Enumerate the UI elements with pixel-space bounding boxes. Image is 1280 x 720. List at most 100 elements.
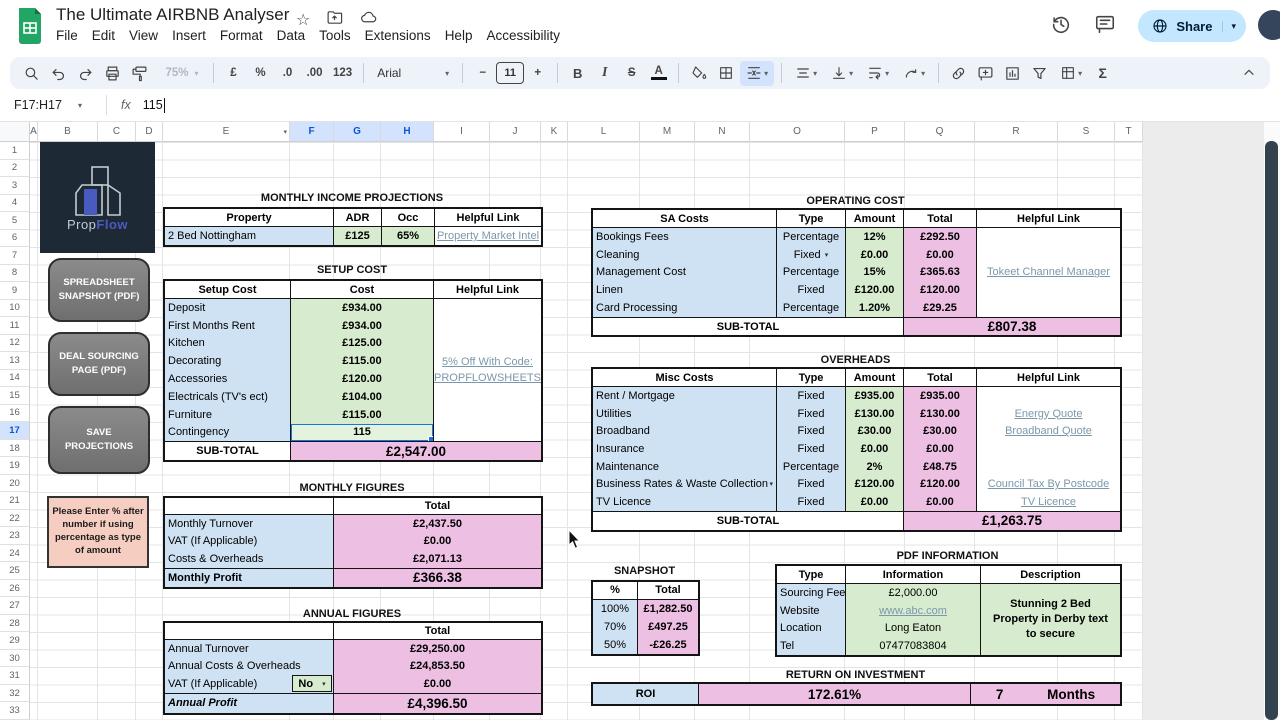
row-header-1[interactable]: 1 (0, 142, 30, 160)
row-header-25[interactable]: 25 (0, 562, 30, 580)
operating-type-cell[interactable]: Percentage (777, 299, 846, 317)
overheads-type-cell[interactable]: Fixed (777, 404, 846, 423)
income-header-link[interactable]: Helpful Link (435, 209, 541, 227)
operating-link-cell[interactable]: Tokeet Channel Manager (977, 228, 1120, 317)
row-header-5[interactable]: 5 (0, 212, 30, 230)
snapshot-title[interactable]: SNAPSHOT (613, 565, 676, 577)
pdf-header-type[interactable]: Type (777, 566, 846, 584)
operating-title[interactable]: OPERATING COST (806, 195, 905, 207)
row-header-7[interactable]: 7 (0, 247, 30, 265)
monthly-label-cell[interactable]: Costs & Overheads (165, 550, 334, 568)
menu-view[interactable]: View (129, 28, 159, 43)
overheads-link-cell[interactable]: TV Licence (977, 493, 1120, 511)
annual-profit-value[interactable]: £4,396.50 (334, 692, 541, 713)
operating-total-cell[interactable]: £292.50 (904, 228, 977, 246)
menu-extensions[interactable]: Extensions (364, 28, 431, 43)
overheads-title[interactable]: OVERHEADS (820, 354, 891, 366)
setup-label-cell[interactable]: First Months Rent (165, 316, 291, 335)
income-adr-cell[interactable]: £125 (334, 227, 382, 245)
monthly-label-cell[interactable]: VAT (If Applicable) (165, 532, 334, 550)
text-color-button[interactable]: A (646, 61, 671, 86)
monthly-title[interactable]: MONTHLY FIGURES (299, 482, 405, 494)
operating-subtotal-label[interactable]: SUB-TOTAL (593, 316, 904, 336)
row-header-15[interactable]: 15 (0, 387, 30, 405)
merge-cells-button[interactable]: ▾ (740, 60, 775, 86)
column-header-C[interactable]: C (98, 122, 136, 142)
roi-title[interactable]: RETURN ON INVESTMENT (785, 669, 926, 681)
roi-label-cell[interactable]: ROI (593, 684, 699, 704)
row-header-2[interactable]: 2 (0, 159, 30, 177)
overheads-amount-cell[interactable]: £935.00 (846, 387, 904, 405)
column-header-F[interactable]: F (290, 122, 334, 142)
functions-button[interactable]: Σ (1098, 65, 1107, 81)
pdf-label-cell[interactable]: Tel (777, 637, 846, 656)
more-formats-button[interactable]: 123 (333, 67, 353, 79)
column-header-I[interactable]: I (434, 122, 490, 142)
column-header-J[interactable]: J (490, 122, 541, 142)
annual-header-blank[interactable] (165, 623, 334, 640)
annual-header-total[interactable]: Total (334, 623, 541, 640)
print-icon[interactable] (100, 61, 125, 86)
bold-button[interactable]: B (572, 65, 583, 81)
row-header-16[interactable]: 16 (0, 404, 30, 423)
snapshot-pct-cell[interactable]: 50% (593, 635, 638, 654)
row-header-23[interactable]: 23 (0, 527, 30, 545)
row-header-12[interactable]: 12 (0, 334, 30, 353)
name-box-caret-icon[interactable]: ▾ (77, 100, 82, 110)
column-header-O[interactable]: O (750, 122, 845, 142)
operating-header-type[interactable]: Type (777, 210, 846, 228)
annual-vat-label[interactable]: VAT (If Applicable) (165, 675, 291, 693)
row-header-10[interactable]: 10 (0, 299, 30, 318)
operating-amount-cell[interactable]: 12% (846, 228, 904, 246)
tokeet-link[interactable]: Tokeet Channel Manager (987, 266, 1110, 279)
sheets-logo-icon[interactable] (17, 8, 43, 49)
overheads-label-cell[interactable]: Utilities (593, 404, 777, 423)
overheads-type-cell[interactable]: Percentage (777, 457, 846, 476)
row-header-6[interactable]: 6 (0, 229, 30, 248)
overheads-link-cell[interactable] (977, 440, 1120, 458)
income-property-cell[interactable]: 2 Bed Nottingham (165, 227, 334, 245)
increase-font-size-button[interactable]: + (534, 67, 542, 79)
operating-header-label[interactable]: SA Costs (593, 210, 777, 228)
vat-dropdown[interactable]: No ▾ (292, 675, 332, 693)
insert-chart-icon[interactable] (1000, 61, 1025, 86)
strikethrough-button[interactable]: S (627, 67, 636, 79)
overheads-amount-cell[interactable]: £30.00 (846, 422, 904, 441)
snapshot-total-cell[interactable]: £497.25 (638, 617, 698, 636)
monthly-value-cell[interactable]: £2,437.50 (334, 515, 541, 533)
overheads-amount-cell[interactable]: £0.00 (846, 440, 904, 458)
overheads-link-cell[interactable] (977, 458, 1120, 476)
row-header-18[interactable]: 18 (0, 439, 30, 458)
operating-type-dropdown[interactable]: Fixed ▾ (777, 245, 846, 264)
snapshot-header-total[interactable]: Total (638, 582, 698, 600)
row-header-31[interactable]: 31 (0, 667, 30, 685)
overheads-total-cell[interactable]: £935.00 (904, 387, 977, 405)
row-header-4[interactable]: 4 (0, 194, 30, 213)
operating-label-cell[interactable]: Bookings Fees (593, 228, 777, 246)
pdf-label-cell[interactable]: Website (777, 601, 846, 620)
comments-icon[interactable] (1094, 13, 1116, 40)
overheads-label-cell[interactable]: Rent / Mortgage (593, 387, 777, 405)
pdf-value-cell[interactable]: 07477083804 (846, 637, 981, 656)
hide-menus-icon[interactable] (1236, 61, 1261, 86)
insert-comment-icon[interactable] (973, 61, 998, 86)
overheads-total-cell[interactable]: £48.75 (904, 457, 977, 476)
column-header-D[interactable]: D (136, 122, 163, 142)
operating-type-cell[interactable]: Fixed (777, 281, 846, 300)
row-header-30[interactable]: 30 (0, 649, 30, 668)
text-rotation-button[interactable]: ▾ (897, 61, 931, 86)
discount-code-link-line2[interactable]: PROPFLOWSHEETS (434, 372, 541, 385)
table-views-button[interactable]: ▾ (1054, 61, 1088, 86)
energy-quote-link[interactable]: Energy Quote (1014, 407, 1083, 420)
operating-amount-cell[interactable]: £0.00 (846, 245, 904, 264)
setup-cost-cell[interactable]: £115.00 (291, 352, 434, 371)
column-header-S[interactable]: S (1058, 122, 1115, 142)
column-header-R[interactable]: R (975, 122, 1058, 142)
overheads-amount-cell[interactable]: £130.00 (846, 404, 904, 423)
cloud-status-icon[interactable] (359, 9, 378, 31)
broadband-quote-link[interactable]: Broadband Quote (1005, 425, 1092, 438)
column-header-B[interactable]: B (38, 122, 98, 142)
setup-label-cell[interactable]: Deposit (165, 299, 291, 317)
decrease-font-size-button[interactable]: − (479, 67, 487, 79)
horizontal-align-button[interactable]: ▾ (797, 68, 818, 78)
